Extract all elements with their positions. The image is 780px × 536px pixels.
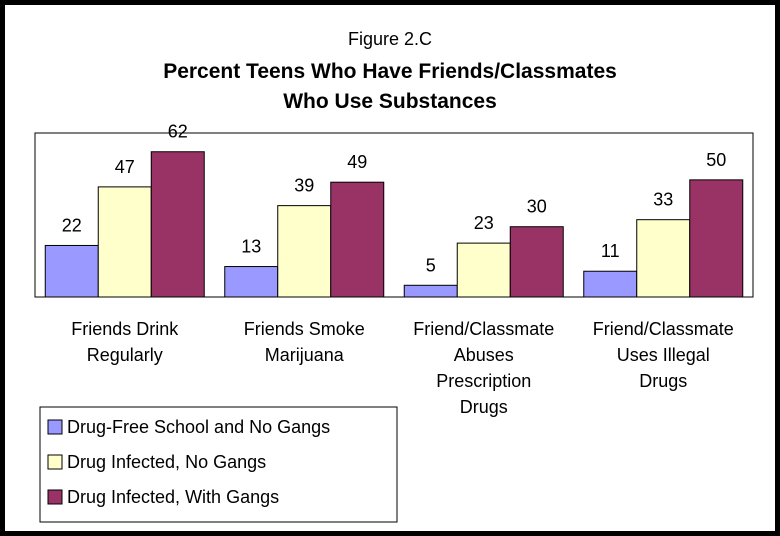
category-label-4-line-3: Drugs [639, 371, 687, 391]
figure-label: Figure 2.C [348, 29, 432, 49]
bar-drug-infected-with-gangs-3 [509, 226, 564, 298]
category-label-2-line-2: Marijuana [265, 345, 345, 365]
legend-label-drug-infected-no-gangs: Drug Infected, No Gangs [67, 452, 266, 472]
legend-swatch-drug-infected-with-gangs [47, 489, 63, 505]
category-label-3-line-3: Prescription [436, 371, 531, 391]
chart-title-line-2: Who Use Substances [283, 90, 497, 113]
legend-box [39, 406, 398, 523]
data-label-drug-free-school-and-no-gangs-3: 5 [426, 255, 436, 275]
category-label-3-line-2: Abuses [454, 345, 514, 365]
data-label-drug-infected-no-gangs-4: 33 [653, 190, 673, 210]
bar-drug-free-school-and-no-gangs-4 [583, 270, 638, 298]
data-label-drug-infected-with-gangs-2: 49 [347, 152, 367, 172]
data-label-drug-free-school-and-no-gangs-4: 11 [601, 241, 620, 261]
bar-drug-infected-no-gangs-2 [277, 205, 332, 298]
legend-swatch-drug-free-school-and-no-gangs [47, 419, 63, 435]
category-label-3-line-1: Friend/Classmate [413, 319, 554, 339]
category-label-4-line-1: Friend/Classmate [593, 319, 734, 339]
data-label-drug-free-school-and-no-gangs-2: 13 [241, 237, 261, 257]
category-label-4-line-2: Uses Illegal [617, 345, 710, 365]
data-label-drug-free-school-and-no-gangs-1: 22 [62, 215, 82, 235]
bar-drug-infected-no-gangs-4 [636, 219, 691, 298]
bar-drug-free-school-and-no-gangs-2 [224, 266, 279, 298]
bar-drug-free-school-and-no-gangs-1 [44, 244, 99, 298]
data-label-drug-infected-with-gangs-1: 62 [168, 122, 188, 142]
x-axis-labels: Friends Drink Regularly Friends Smoke Marij… [71, 319, 734, 417]
data-label-drug-infected-with-gangs-3: 30 [527, 197, 547, 217]
category-label-1-line-2: Regularly [87, 345, 163, 365]
legend-label-drug-infected-with-gangs: Drug Infected, With Gangs [67, 487, 279, 507]
category-label-1-line-1: Friends Drink [71, 319, 179, 339]
data-label-drug-infected-no-gangs-1: 47 [115, 157, 135, 177]
category-label-2-line-1: Friends Smoke [244, 319, 365, 339]
category-label-3-line-4: Drugs [460, 397, 508, 417]
chart-title-line-1: Percent Teens Who Have Friends/Classmate… [163, 60, 617, 83]
bar-drug-infected-with-gangs-2 [330, 181, 385, 298]
bar-drug-infected-with-gangs-4 [689, 179, 744, 298]
data-label-drug-infected-no-gangs-2: 39 [294, 176, 314, 196]
plot-area: 22 47 62 13 39 49 5 23 30 11 33 50 [34, 122, 754, 298]
bar-drug-infected-with-gangs-1 [150, 151, 205, 298]
bar-drug-infected-no-gangs-1 [97, 186, 152, 298]
bar-drug-infected-no-gangs-3 [456, 242, 511, 298]
data-label-drug-infected-no-gangs-3: 23 [474, 213, 494, 233]
bar-drug-free-school-and-no-gangs-3 [403, 284, 458, 298]
legend-swatch-drug-infected-no-gangs [47, 454, 63, 470]
data-label-drug-infected-with-gangs-4: 50 [706, 150, 726, 170]
legend-label-drug-free-school-and-no-gangs: Drug-Free School and No Gangs [67, 417, 330, 437]
legend: Drug-Free School and No Gangs Drug Infect… [39, 406, 398, 523]
